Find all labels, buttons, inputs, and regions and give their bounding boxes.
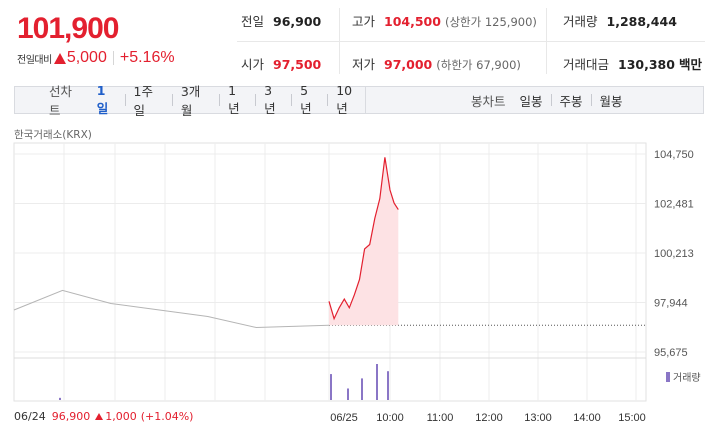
volume-bar [387, 371, 389, 400]
x-tick-label: 15:00 [618, 412, 646, 424]
period-10y-tab[interactable]: 10년 [336, 83, 353, 116]
volume-bar [330, 374, 332, 400]
period-1d-tab[interactable]: 1일 [96, 83, 109, 116]
period-3y-tab[interactable]: 3년 [264, 83, 276, 116]
toolbar-divider [365, 86, 366, 114]
stat-volume: 거래량 1,288,444 [563, 14, 677, 29]
volume-bar [376, 364, 378, 400]
prev-day-summary: 06/24 96,900 1,000 (+1.04%) [14, 410, 193, 423]
line-chart-group: 선차트 1일 1주일 3개월 1년 3년 5년 10년 [15, 81, 365, 119]
x-axis: 06/25 10:00 11:00 12:00 13:00 14:00 15:00 [330, 412, 646, 424]
change-divider [112, 51, 114, 65]
y-tick-label: 97,944 [654, 297, 688, 309]
candle-monthly-tab[interactable]: 월봉 [599, 93, 623, 109]
x-tick-label: 14:00 [573, 412, 601, 424]
x-tick-label: 06/25 [330, 412, 358, 424]
x-tick-label: 12:00 [475, 412, 503, 424]
stats-divider [237, 41, 705, 42]
stat-low: 저가 97,000 (하한가 67,900) [352, 57, 521, 72]
volume-bars [59, 364, 389, 400]
prev-day-date: 06/24 [14, 410, 46, 423]
volume-legend: 거래량 [666, 369, 701, 384]
candle-chart-group: 봉차트 일봉 주봉 월봉 [366, 91, 625, 110]
volume-legend-label: 거래량 [673, 373, 701, 384]
candle-chart-label: 봉차트 [471, 93, 506, 109]
period-5y-tab[interactable]: 5년 [300, 83, 312, 116]
y-tick-label: 95,675 [654, 347, 688, 359]
stat-prev-close: 전일 96,900 [241, 14, 322, 29]
y-tick-label: 104,750 [654, 149, 694, 161]
stat-high: 고가 104,500 (상한가 125,900) [352, 14, 537, 29]
candle-daily-tab[interactable]: 일봉 [519, 93, 543, 109]
volume-bar [59, 397, 61, 400]
chart-frame [13, 142, 647, 402]
change-amount: 5,000 [66, 49, 107, 66]
price-change: 전일대비 5,000 +5.16% [17, 48, 175, 68]
today-price-line [328, 157, 399, 321]
y-tick-label: 102,481 [654, 199, 694, 211]
up-triangle-icon [53, 52, 66, 64]
line-chart-label: 선차트 [49, 84, 73, 118]
volume-bar [361, 378, 363, 400]
candle-weekly-tab[interactable]: 주봉 [559, 93, 583, 109]
volume-bar [347, 388, 349, 400]
prev-day-price-line [13, 289, 330, 329]
today-price-area [329, 157, 399, 326]
quote-stats: 전일 96,900 고가 104,500 (상한가 125,900) 거래량 1… [228, 0, 705, 84]
x-tick-label: 11:00 [427, 412, 454, 424]
chart-period-toolbar: 선차트 1일 1주일 3개월 1년 3년 5년 10년 봉차트 일봉 주봉 월봉 [14, 83, 704, 118]
prev-day-change: 1,000 [105, 410, 137, 423]
period-3m-tab[interactable]: 3개월 [180, 84, 201, 118]
change-label: 전일대비 [17, 54, 52, 66]
chart-grid [13, 142, 647, 402]
change-percent: +5.16% [119, 49, 175, 66]
stat-open: 시가 97,500 [241, 57, 322, 72]
up-triangle-icon [95, 413, 104, 420]
period-1y-tab[interactable]: 1년 [228, 83, 240, 116]
volume-legend-swatch [666, 371, 670, 382]
prev-day-close: 96,900 [51, 410, 91, 423]
data-source-label: 한국거래소(KRX) [14, 129, 92, 141]
y-tick-label: 100,213 [654, 248, 694, 260]
stat-turnover: 거래대금 130,380 백만 [563, 57, 702, 72]
y-axis: 104,750 102,481 100,213 97,944 95,675 [654, 149, 694, 359]
current-price: 101,900 [17, 12, 119, 45]
x-tick-label: 10:00 [376, 412, 404, 424]
stats-column-divider [546, 8, 547, 74]
prev-day-change-pct: (+1.04%) [140, 410, 194, 423]
stats-column-divider [339, 8, 340, 74]
period-1w-tab[interactable]: 1주일 [133, 84, 153, 118]
x-tick-label: 13:00 [524, 412, 552, 424]
